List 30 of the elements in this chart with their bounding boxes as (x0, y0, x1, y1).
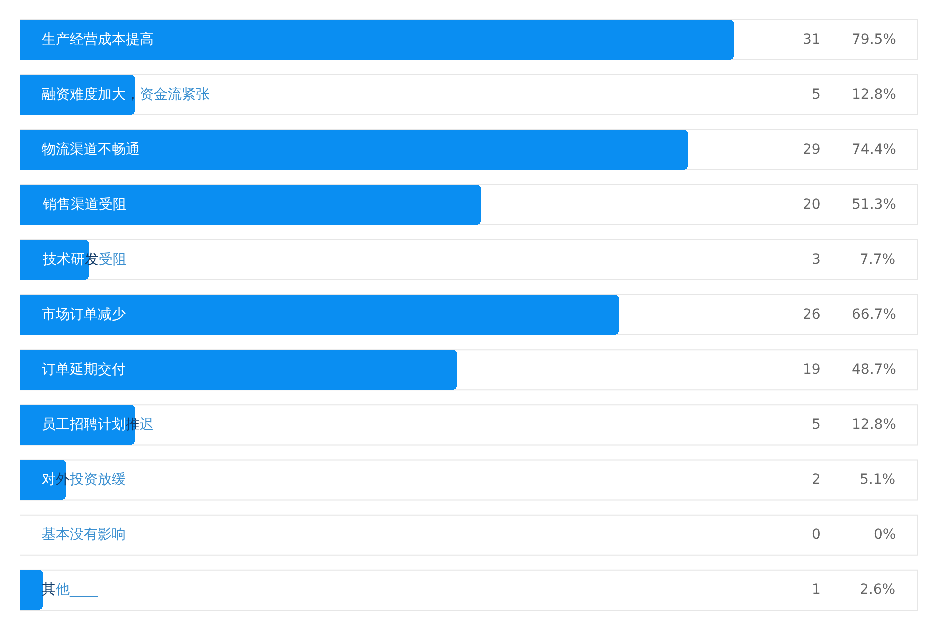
y-tick-label: 销售渠道受阻 (42, 197, 127, 213)
annotation: 2 (812, 472, 821, 488)
y-tick-label: 订单延期交付 (42, 362, 126, 378)
annotation: 31 (803, 32, 821, 48)
y-tick-label: 生产经营成本提高 (42, 32, 154, 48)
data-label: 7.7% (860, 252, 896, 268)
y-tick-label: 物流渠道不畅通 (42, 142, 140, 158)
data-label: 51.3% (852, 197, 896, 213)
data-label: 12.8% (852, 87, 896, 103)
annotation: 5 (812, 417, 821, 433)
annotation: 26 (803, 307, 821, 323)
annotation: 0 (812, 527, 821, 543)
y-tick-label: 融资难度加大，资金流紧张 (42, 87, 210, 103)
data-label: 5.1% (860, 472, 896, 488)
annotation: 29 (803, 142, 821, 158)
data-label: 12.8% (852, 417, 896, 433)
data-label: 66.7% (852, 307, 896, 323)
bar (20, 570, 43, 610)
y-tick-label: 基本没有影响 (42, 527, 126, 543)
annotation: 19 (803, 362, 821, 378)
data-label: 48.7% (852, 362, 896, 378)
annotation: 5 (812, 87, 821, 103)
annotation: 3 (812, 252, 821, 268)
data-label: 79.5% (852, 32, 896, 48)
annotation: 1 (812, 582, 821, 598)
data-label: 74.4% (852, 142, 896, 158)
annotation: 20 (803, 197, 821, 213)
data-label: 0% (874, 527, 896, 543)
y-tick-label: 市场订单减少 (42, 307, 126, 323)
data-label: 2.6% (860, 582, 896, 598)
